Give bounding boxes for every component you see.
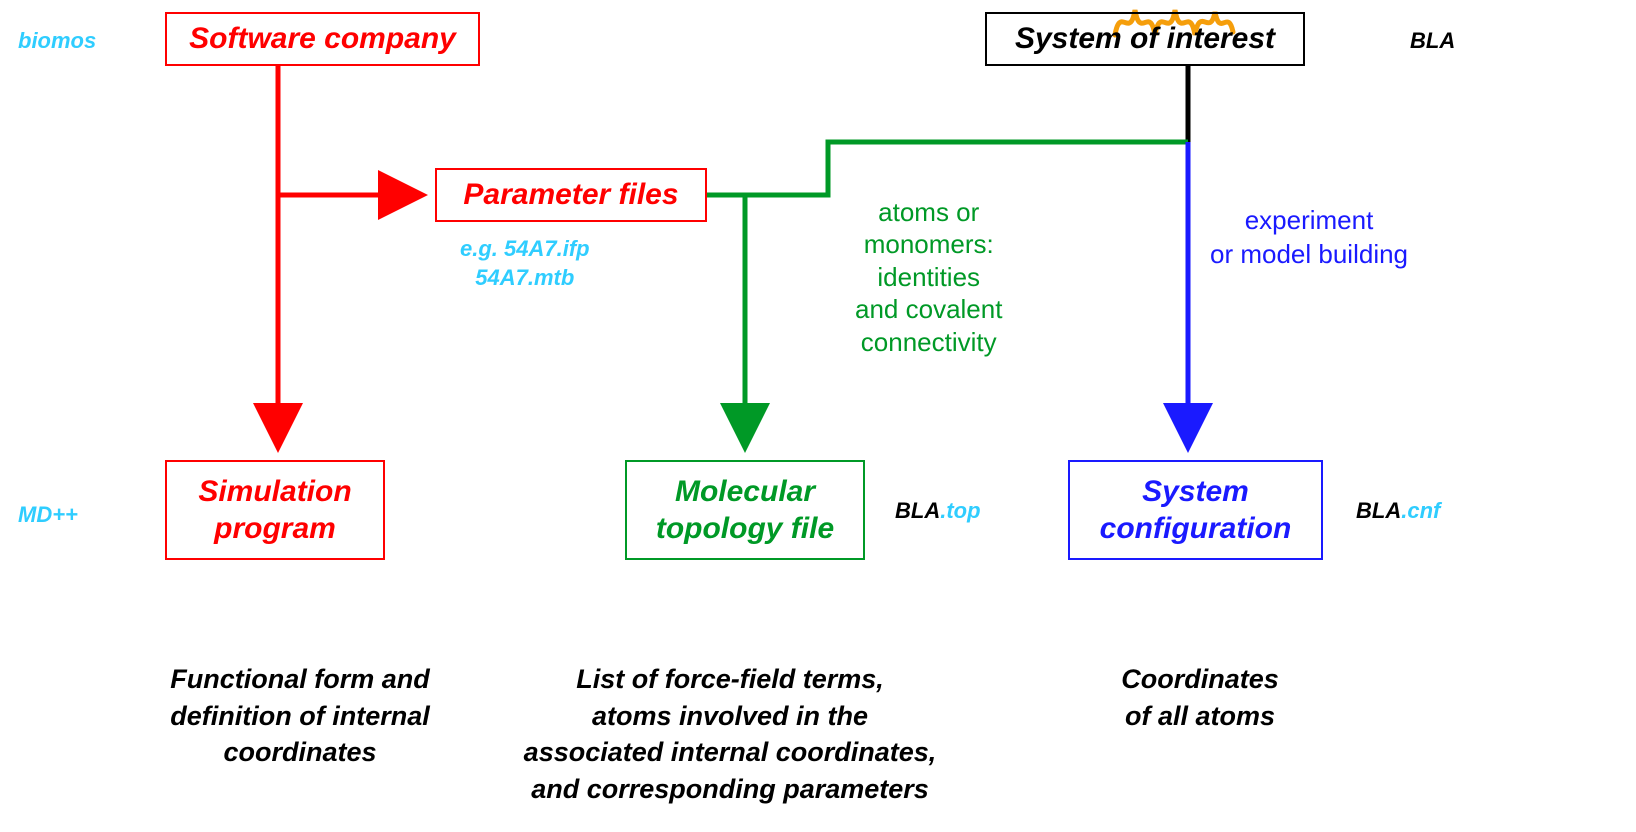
fileext-ext: .top — [940, 498, 980, 523]
node-label: Simulation program — [198, 473, 351, 548]
desc-functional: Functional form and definition of intern… — [125, 625, 475, 771]
label-text: experiment or model building — [1210, 205, 1408, 269]
node-label: Parameter files — [463, 178, 678, 212]
node-software-company: Software company — [165, 12, 480, 66]
node-label: Software company — [189, 22, 456, 56]
node-label: System configuration — [1100, 473, 1292, 548]
label-text: atoms or monomers: identities and covale… — [855, 197, 1002, 357]
desc-text: Functional form and definition of intern… — [170, 664, 430, 767]
node-simulation-program: Simulation program — [165, 460, 385, 560]
edge-label-atoms: atoms or monomers: identities and covale… — [855, 163, 1002, 358]
node-system-of-interest: System of interest — [985, 12, 1305, 66]
label-text: biomos — [18, 28, 96, 53]
fileext-ext: .cnf — [1401, 498, 1440, 523]
edge-label-experiment: experiment or model building — [1210, 170, 1408, 271]
fileext-cnf: BLA.cnf — [1356, 498, 1440, 524]
desc-forcefield: List of force-field terms, atoms involve… — [480, 625, 980, 807]
label-text: BLA — [1410, 28, 1455, 53]
label-mdpp: MD++ — [18, 502, 78, 528]
desc-text: List of force-field terms, atoms involve… — [524, 664, 937, 803]
label-text: e.g. 54A7.ifp — [460, 236, 590, 261]
node-label: System of interest — [1015, 22, 1275, 56]
fileext-top: BLA.top — [895, 498, 981, 524]
label-biomos: biomos — [18, 28, 96, 54]
node-label: Molecular topology file — [656, 473, 834, 548]
label-text: 54A7.mtb — [475, 265, 574, 290]
fileext-prefix: BLA — [895, 498, 940, 523]
desc-text: Coordinates of all atoms — [1121, 664, 1279, 730]
label-bla: BLA — [1410, 28, 1455, 54]
label-text: MD++ — [18, 502, 78, 527]
label-param-example: e.g. 54A7.ifp 54A7.mtb — [460, 235, 590, 292]
node-molecular-topology: Molecular topology file — [625, 460, 865, 560]
node-parameter-files: Parameter files — [435, 168, 707, 222]
node-system-configuration: System configuration — [1068, 460, 1323, 560]
fileext-prefix: BLA — [1356, 498, 1401, 523]
desc-coordinates: Coordinates of all atoms — [1050, 625, 1350, 734]
